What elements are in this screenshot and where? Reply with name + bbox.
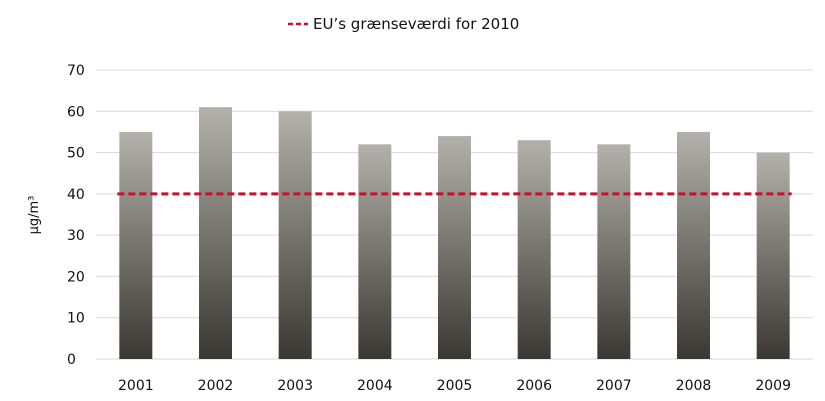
bar-2005 (438, 136, 471, 359)
legend-label: EU’s grænseværdi for 2010 (313, 15, 519, 33)
x-tick-label: 2004 (357, 378, 393, 394)
y-tick-label: 70 (67, 63, 85, 79)
x-axis-ticks: 2001 2002 2003 2004 2005 2006 2007 2008 2009 (118, 378, 791, 394)
y-tick-label: 20 (67, 269, 85, 285)
bar-2001 (119, 131, 153, 359)
bar-2009 (756, 152, 790, 359)
y-tick-label: 60 (67, 104, 85, 120)
x-tick-label: 2009 (755, 378, 791, 394)
y-tick-label: 0 (67, 352, 76, 368)
bar-2002 (199, 107, 232, 360)
x-tick-label: 2002 (198, 378, 234, 394)
x-tick-label: 2005 (437, 378, 473, 394)
y-axis-label: µg/m³ (27, 196, 42, 235)
bar-2007 (597, 144, 631, 359)
y-tick-label: 30 (67, 228, 85, 244)
x-tick-label: 2006 (516, 378, 552, 394)
y-tick-label: 40 (67, 187, 85, 203)
x-tick-label: 2007 (596, 378, 632, 394)
y-tick-label: 50 (67, 146, 85, 162)
bar-2003 (278, 111, 312, 360)
bars (119, 107, 790, 360)
y-tick-label: 10 (67, 311, 85, 327)
legend: EU’s grænseværdi for 2010 (288, 15, 519, 33)
x-tick-label: 2001 (118, 378, 154, 394)
bar-2004 (358, 144, 392, 359)
x-tick-label: 2008 (676, 378, 712, 394)
x-tick-label: 2003 (277, 378, 313, 394)
bar-2008 (677, 131, 710, 359)
bar-2006 (517, 140, 551, 359)
y-axis-ticks: 0 10 20 30 40 50 60 70 (67, 63, 85, 368)
